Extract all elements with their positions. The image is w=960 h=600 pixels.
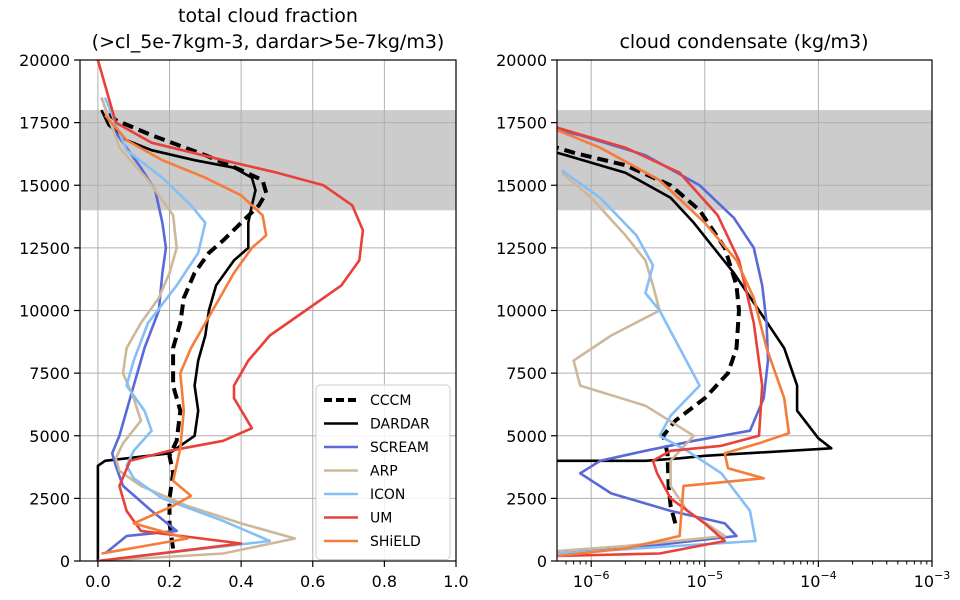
series-line-um [557, 126, 764, 558]
y-tick-label: 10000 [496, 302, 547, 321]
legend-label-shield: SHiELD [370, 534, 421, 550]
y-tick-label: 10000 [19, 302, 70, 321]
y-tick-label: 2500 [506, 489, 547, 508]
y-tick-label: 15000 [19, 176, 70, 195]
panel-cloud-condensate: cloud condensate (kg/m3) 0 2500 5000 7500 10… [496, 31, 950, 591]
legend-box [315, 384, 451, 560]
series-line-icon [557, 169, 757, 555]
y-tick-label: 12500 [19, 239, 70, 258]
y-tick-label: 5000 [29, 427, 70, 446]
y-tick-label: 0 [537, 552, 547, 571]
y-tick-label: 17500 [19, 114, 70, 133]
series-line-cccm [103, 108, 269, 549]
shaded-band [80, 110, 456, 211]
y-tick-label: 7500 [506, 364, 547, 383]
y-tick-label: 17500 [496, 114, 547, 133]
plot-area-cloud-condensate: 0 2500 5000 7500 10000 12500 15000 17500 20000 10… [496, 51, 950, 591]
x-tick-label: 0.6 [300, 572, 325, 591]
series-line-scream [557, 128, 770, 555]
x-tick-label: 0.2 [157, 572, 182, 591]
series-line-shield [557, 128, 791, 558]
series-group [557, 126, 833, 558]
series-line-shield [101, 114, 268, 555]
y-tick-label: 20000 [19, 51, 70, 70]
y-tick-label: 12500 [496, 239, 547, 258]
legend-label-arp: ARP [370, 464, 398, 480]
chart-title: cloud condensate (kg/m3) [619, 31, 868, 53]
legend-label-scream: SCREAM [370, 440, 429, 456]
series-line-icon [97, 97, 272, 561]
series-group [96, 60, 365, 561]
y-tick-label: 20000 [496, 51, 547, 70]
x-tick-label: 0.8 [372, 572, 397, 591]
x-tick-label: 0.4 [228, 572, 253, 591]
y-tick-label: 15000 [496, 176, 547, 195]
legend-label-um: UM [370, 511, 392, 527]
series-line-scream [100, 97, 178, 555]
x-tick-label: 10−6 [573, 569, 610, 591]
x-tick-label: 10−3 [914, 569, 951, 591]
legend-label-icon: ICON [370, 487, 405, 503]
series-line-um [96, 60, 365, 561]
legend-label-dardar: DARDAR [370, 417, 430, 433]
y-tick-label: 0 [60, 552, 70, 571]
chart-title-line1: total cloud fraction [178, 5, 358, 27]
y-tick-label: 5000 [506, 427, 547, 446]
series-line-arp [97, 97, 297, 561]
y-tick-label: 2500 [29, 489, 70, 508]
legend: CCCM DARDAR SCREAM ARP ICON UM SHiELD [315, 384, 451, 560]
x-tick-label: 10−5 [687, 569, 724, 591]
x-tick-label: 0.0 [85, 572, 110, 591]
chart-title-line2: (>cl_5e-7kgm-3, dardar>5e-7kg/m3) [92, 31, 445, 53]
legend-label-cccm: CCCM [370, 393, 411, 409]
x-tick-label: 10−4 [800, 569, 837, 591]
shaded-band [557, 110, 932, 211]
y-tick-label: 7500 [29, 364, 70, 383]
x-tick-label: 1.0 [443, 572, 468, 591]
